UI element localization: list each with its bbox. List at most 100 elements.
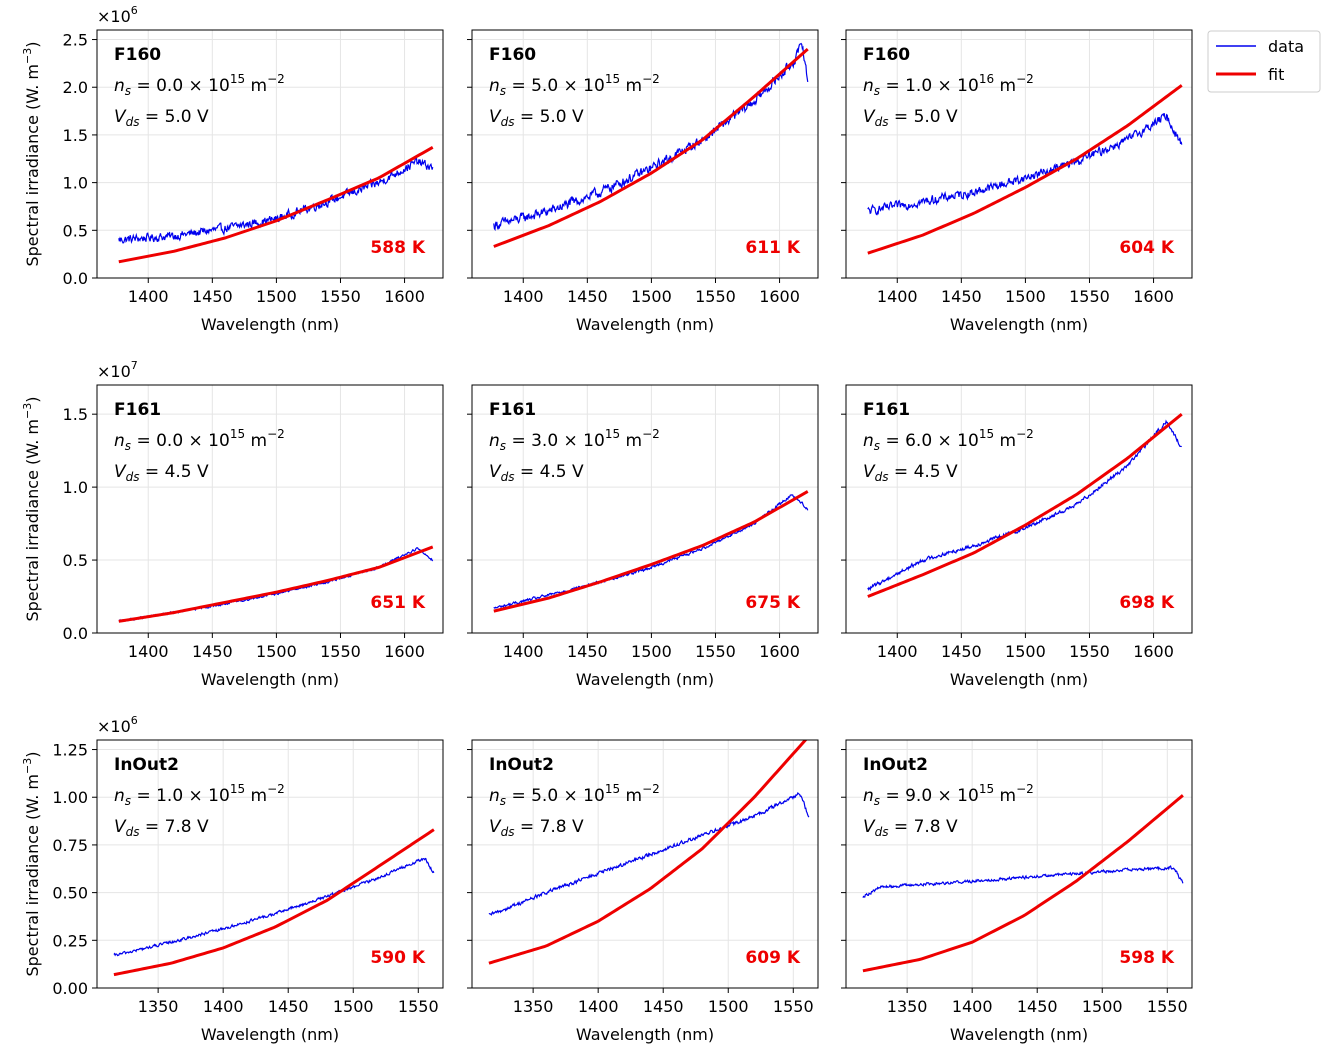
- data-series-line: [862, 865, 1184, 898]
- y-axis-label-exponent: −3: [21, 48, 34, 64]
- y-tick-label: 1.25: [52, 741, 88, 760]
- ns-symbol: n: [863, 431, 874, 451]
- axes-frame: [96, 739, 444, 989]
- x-tick-label: 1350: [138, 997, 179, 1016]
- x-axis-label: Wavelength (nm): [950, 670, 1088, 689]
- x-axis-label: Wavelength (nm): [201, 670, 339, 689]
- carrier-density-annotation: ns = 9.0 × 1015 m−2: [863, 782, 1034, 808]
- ns-value: = 5.0 × 10: [506, 76, 605, 96]
- ns-subscript: s: [500, 439, 506, 453]
- temperature-label: 611 K: [745, 238, 800, 258]
- vds-value: = 4.5 V: [515, 462, 584, 482]
- vds-value: = 4.5 V: [889, 462, 958, 482]
- carrier-density-annotation: ns = 6.0 × 1015 m−2: [863, 427, 1034, 453]
- fit-series-line: [493, 490, 809, 613]
- panel-7: 1350 1400 1450 1500 1550 0.00 0.25 0.50 0.75 1.00…: [21, 714, 444, 1044]
- data-series-line: [113, 857, 435, 957]
- ns-unit-exponent: −2: [267, 72, 285, 86]
- data-series-line: [867, 113, 1183, 216]
- ns-symbol: n: [114, 786, 125, 806]
- y-axis-label-exponent: −3: [21, 403, 34, 419]
- carrier-density-annotation: ns = 1.0 × 1016 m−2: [863, 72, 1034, 98]
- x-tick-label: 1600: [759, 287, 800, 306]
- panel-3: 1400 1450 1500 1550 1600 Wavelength (nm) F160 n…: [841, 29, 1193, 334]
- carrier-density-annotation: ns = 5.0 × 1015 m−2: [489, 72, 660, 98]
- data-series-line: [488, 791, 810, 916]
- plot-area: [97, 740, 443, 988]
- y-axis-label-main: Spectral irradiance (W. m: [23, 774, 42, 977]
- x-tick-label: 1500: [1005, 642, 1046, 661]
- ns-unit: m: [245, 431, 267, 451]
- x-tick-label: 1500: [1082, 997, 1123, 1016]
- vds-symbol: V: [863, 107, 876, 127]
- ns-subscript: s: [500, 794, 506, 808]
- ns-value: = 1.0 × 10: [131, 786, 230, 806]
- x-tick-label: 1400: [203, 997, 244, 1016]
- fit-series-line: [488, 740, 808, 965]
- ns-unit-exponent: −2: [642, 782, 660, 796]
- device-name: F161: [863, 400, 910, 420]
- device-name: F160: [114, 45, 161, 65]
- ns-exponent: 15: [605, 782, 620, 796]
- x-axis-label: Wavelength (nm): [201, 1025, 339, 1044]
- fit-series-line: [118, 545, 434, 623]
- legend-fit-label: fit: [1268, 65, 1284, 84]
- x-tick-label: 1500: [256, 287, 297, 306]
- ns-unit: m: [994, 431, 1016, 451]
- axes-frame: [471, 384, 819, 634]
- x-tick-label: 1550: [398, 997, 439, 1016]
- panel-5: 1400 1450 1500 1550 1600 Wavelength (nm) F161 n…: [467, 384, 819, 689]
- ns-symbol: n: [114, 431, 125, 451]
- drain-voltage-annotation: Vds = 4.5 V: [114, 462, 209, 484]
- vds-subscript: ds: [126, 825, 140, 839]
- panel-4: 1400 1450 1500 1550 1600 0.0 0.5 1.0 1.5 Waveleng…: [21, 359, 444, 689]
- x-tick-label: 1400: [952, 997, 993, 1016]
- ns-unit: m: [994, 786, 1016, 806]
- temperature-label: 604 K: [1119, 238, 1174, 258]
- ns-unit-exponent: −2: [267, 427, 285, 441]
- plot-area: [472, 740, 818, 988]
- multiplier-exponent: 7: [131, 359, 138, 372]
- y-axis-label-close: ): [23, 397, 42, 403]
- ns-value: = 9.0 × 10: [880, 786, 979, 806]
- x-tick-label: 1550: [695, 642, 736, 661]
- ns-unit: m: [620, 76, 642, 96]
- temperature-label: 675 K: [745, 593, 800, 613]
- ns-value: = 1.0 × 10: [880, 76, 979, 96]
- fit-series-line: [493, 47, 809, 248]
- device-name: F160: [863, 45, 910, 65]
- x-tick-label: 1550: [773, 997, 814, 1016]
- vds-value: = 5.0 V: [889, 107, 958, 127]
- y-tick-label: 0.75: [52, 836, 88, 855]
- axes-frame: [845, 739, 1193, 989]
- vds-value: = 7.8 V: [515, 817, 584, 837]
- x-tick-label: 1600: [759, 642, 800, 661]
- drain-voltage-annotation: Vds = 4.5 V: [489, 462, 584, 484]
- ns-value: = 3.0 × 10: [506, 431, 605, 451]
- drain-voltage-annotation: Vds = 5.0 V: [114, 107, 209, 129]
- data-series-line: [118, 156, 434, 244]
- y-axis-label-exponent: −3: [21, 758, 34, 774]
- y-tick-label: 0.0: [63, 269, 88, 288]
- device-name: InOut2: [114, 755, 179, 775]
- plot-area: [472, 385, 818, 633]
- x-tick-label: 1400: [128, 287, 169, 306]
- x-axis-label: Wavelength (nm): [576, 315, 714, 334]
- data-series-line: [493, 42, 809, 232]
- vds-subscript: ds: [875, 115, 889, 129]
- temperature-label: 598 K: [1119, 948, 1174, 968]
- vds-symbol: V: [489, 107, 502, 127]
- x-tick-label: 1550: [320, 642, 361, 661]
- ns-subscript: s: [500, 84, 506, 98]
- x-axis-label: Wavelength (nm): [950, 315, 1088, 334]
- legend-data-label: data: [1268, 37, 1304, 56]
- temperature-label: 651 K: [370, 593, 425, 613]
- y-tick-label: 0.0: [63, 624, 88, 643]
- ns-unit: m: [620, 431, 642, 451]
- x-tick-label: 1550: [1069, 287, 1110, 306]
- x-tick-label: 1450: [268, 997, 309, 1016]
- vds-symbol: V: [114, 462, 127, 482]
- panel-2: 1400 1450 1500 1550 1600 Wavelength (nm) F160 n…: [467, 29, 819, 334]
- vds-symbol: V: [489, 817, 502, 837]
